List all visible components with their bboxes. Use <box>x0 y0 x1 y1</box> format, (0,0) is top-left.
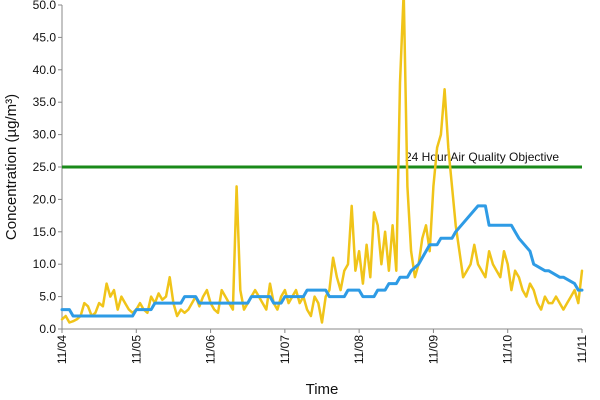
x-tick-label: 11/10 <box>501 335 515 364</box>
y-tick-label: 20.0 <box>33 192 57 206</box>
y-tick-label: 0.0 <box>39 322 56 336</box>
y-tick-label: 40.0 <box>33 63 57 77</box>
y-tick-label: 10.0 <box>33 257 57 271</box>
air-quality-objective-label: 24 Hour Air Quality Objective <box>405 150 559 164</box>
x-tick-label: 11/11 <box>575 335 589 364</box>
y-tick-label: 45.0 <box>33 30 57 44</box>
x-tick-label: 11/09 <box>426 335 440 364</box>
y-tick-label: 15.0 <box>33 225 57 239</box>
y-tick-label: 5.0 <box>39 290 56 304</box>
series-line-2 <box>60 204 584 318</box>
y-tick-label: 30.0 <box>33 128 57 142</box>
y-axis-ticks: 0.0 5.0 10.0 15.0 20.0 25.0 30.0 35.0 40.0 45.0 50… <box>33 0 62 336</box>
y-axis-title: Concentration (µg/m³) <box>3 94 20 240</box>
x-tick-label: 11/05 <box>129 335 143 364</box>
x-tick-label: 11/07 <box>278 335 292 364</box>
y-tick-label: 50.0 <box>33 0 57 12</box>
x-tick-label: 11/08 <box>352 335 366 364</box>
y-tick-label: 35.0 <box>33 95 57 109</box>
x-axis-ticks: 11/04 11/05 11/06 11/07 11/08 11/09 11/10 11/11 <box>55 329 589 364</box>
x-tick-label: 11/06 <box>204 335 218 364</box>
y-tick-label: 25.0 <box>33 160 57 174</box>
x-axis-title: Time <box>306 381 339 398</box>
series-line-1 <box>60 0 584 324</box>
x-tick-label: 11/04 <box>55 335 69 364</box>
series-layer <box>60 0 584 324</box>
